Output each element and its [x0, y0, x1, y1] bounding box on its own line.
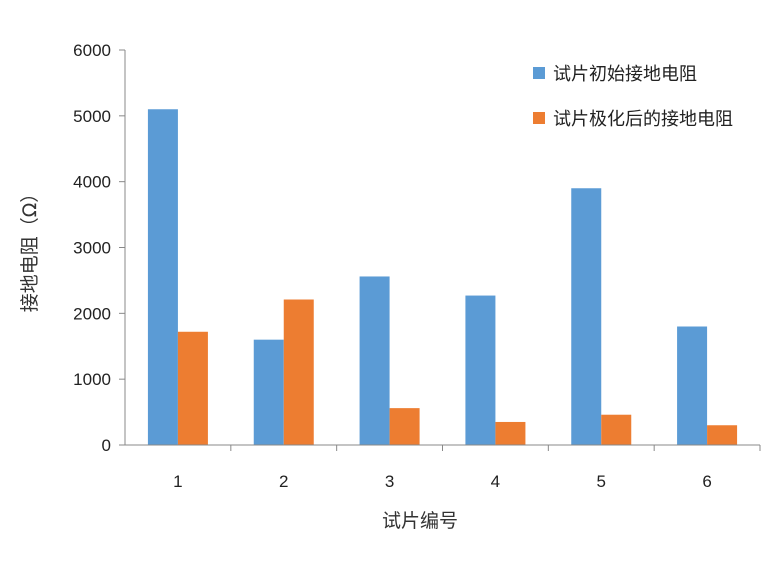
legend: 试片初始接地电阻 试片极化后的接地电阻 — [533, 64, 733, 130]
bars-group — [147, 109, 738, 445]
x-ticks-group: 1 2 3 4 5 6 — [173, 445, 761, 491]
legend-swatch-initial — [533, 67, 545, 79]
y-ticks-group: 0 1000 2000 3000 4000 5000 6000 — [73, 41, 125, 455]
bar-polarized-resistance — [389, 408, 420, 445]
bar-initial-resistance — [677, 326, 708, 445]
bar-initial-resistance — [253, 339, 284, 445]
x-tick-label: 3 — [385, 472, 394, 491]
x-tick-label: 2 — [279, 472, 288, 491]
x-axis-title: 试片编号 — [382, 510, 458, 532]
legend-label-polarized: 试片极化后的接地电阻 — [553, 109, 733, 130]
y-tick-label: 3000 — [73, 239, 111, 258]
y-tick-label: 2000 — [73, 304, 111, 323]
bar-initial-resistance — [465, 295, 496, 445]
y-tick-label: 4000 — [73, 173, 111, 192]
x-tick-label: 6 — [702, 472, 711, 491]
bar-polarized-resistance — [601, 414, 632, 445]
legend-swatch-polarized — [533, 112, 545, 124]
y-tick-label: 0 — [102, 436, 111, 455]
y-tick-label: 6000 — [73, 41, 111, 60]
bar-initial-resistance — [571, 188, 602, 445]
bar-polarized-resistance — [177, 331, 208, 445]
y-tick-label: 5000 — [73, 107, 111, 126]
bar-initial-resistance — [359, 276, 390, 445]
legend-label-initial: 试片初始接地电阻 — [553, 64, 697, 85]
x-tick-label: 1 — [173, 472, 182, 491]
bar-polarized-resistance — [283, 299, 314, 445]
y-axis-title: 接地电阻（Ω） — [19, 184, 41, 313]
y-tick-label: 1000 — [73, 370, 111, 389]
x-tick-label: 4 — [491, 472, 500, 491]
bar-initial-resistance — [147, 109, 178, 445]
x-tick-label: 5 — [597, 472, 606, 491]
bar-polarized-resistance — [495, 421, 526, 445]
bar-polarized-resistance — [707, 425, 738, 445]
